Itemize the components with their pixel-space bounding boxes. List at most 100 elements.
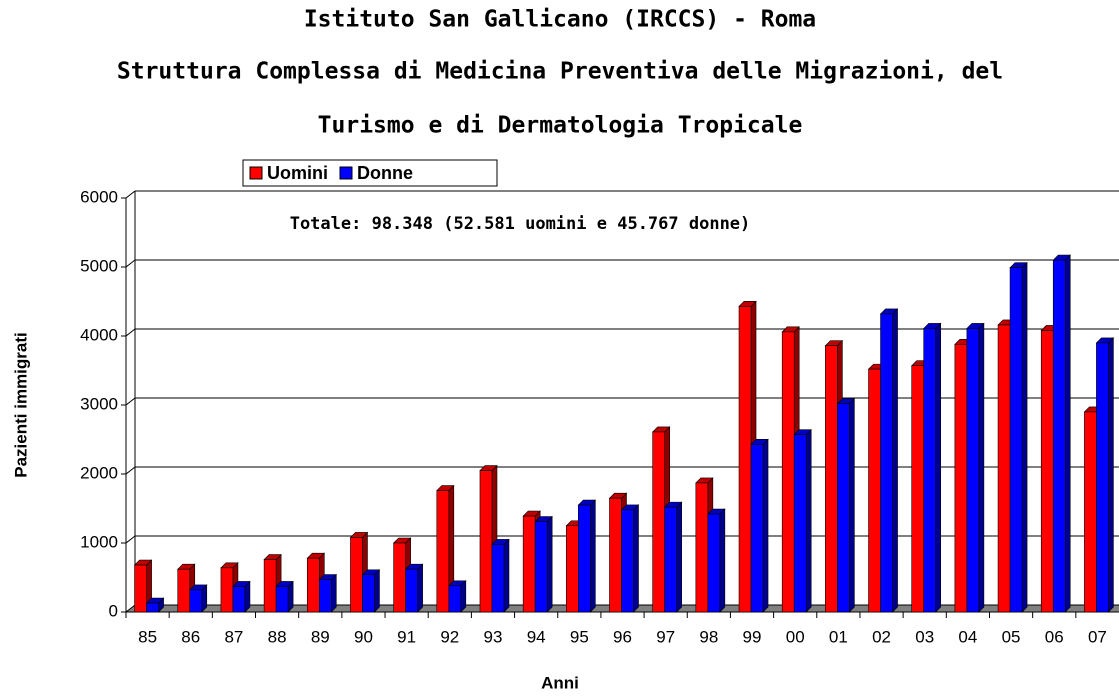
- bar-side-shade: [244, 581, 250, 612]
- bar: [146, 602, 159, 613]
- bar-top-shade: [739, 301, 757, 307]
- bar: [491, 544, 505, 613]
- y-tick-label: 6000: [80, 187, 118, 206]
- bar: [825, 345, 838, 613]
- bar-side-shade: [288, 581, 294, 612]
- bar-top-shade: [146, 598, 164, 604]
- x-tick-label: 03: [915, 627, 934, 646]
- x-tick-label: 00: [786, 627, 805, 646]
- bar: [1009, 267, 1023, 613]
- x-axis-title: Anni: [541, 673, 579, 692]
- bar-top-shade: [535, 516, 553, 522]
- bar-side-shade: [719, 509, 725, 612]
- legend: [242, 159, 498, 187]
- bar-side-shade: [460, 580, 466, 612]
- bar: [750, 444, 764, 613]
- x-tick-label: 85: [138, 627, 157, 646]
- bar-top-shade: [621, 504, 639, 510]
- bar-top-shade: [707, 509, 725, 515]
- x-tick-label: 93: [484, 627, 503, 646]
- bar: [448, 585, 462, 613]
- grid-diagonal: [125, 466, 136, 475]
- bar: [966, 328, 980, 613]
- bar: [275, 586, 289, 613]
- bar-top-shade: [782, 326, 800, 332]
- legend-label: Uomini: [267, 163, 328, 183]
- x-tick-label: 01: [829, 627, 848, 646]
- bar-side-shade: [503, 539, 509, 612]
- bar: [923, 328, 937, 613]
- bar-top-shade: [923, 323, 941, 329]
- bar-top-shade: [405, 564, 423, 570]
- bar-top-shade: [307, 553, 325, 559]
- bar-side-shade: [1065, 255, 1071, 612]
- bar: [177, 568, 191, 613]
- grid-diagonal: [125, 259, 136, 268]
- bar-top-shade: [319, 574, 337, 580]
- bar-side-shade: [633, 504, 639, 612]
- bar-top-shade: [751, 439, 769, 445]
- bar: [868, 368, 881, 613]
- x-tick-label: 86: [181, 627, 200, 646]
- x-tick-label: 02: [872, 627, 891, 646]
- y-tick-label: 4000: [80, 325, 118, 344]
- bar: [997, 324, 1011, 613]
- bar-top-shade: [232, 581, 250, 587]
- legend-label: Donne: [357, 163, 413, 183]
- bar-top-shade: [134, 560, 152, 566]
- bar-top-shade: [189, 584, 207, 590]
- y-axis-title: Pazienti immigrati: [11, 332, 30, 477]
- x-tick-label: 99: [743, 627, 762, 646]
- bar-top-shade: [1010, 262, 1028, 268]
- bar-side-shade: [547, 516, 553, 612]
- bar-top-shade: [491, 539, 509, 545]
- y-tick-label: 3000: [80, 394, 118, 413]
- bar: [436, 490, 450, 613]
- x-tick-label: 91: [397, 627, 416, 646]
- bar: [1096, 342, 1109, 613]
- x-tick-label: 07: [1088, 627, 1107, 646]
- bar: [189, 589, 203, 613]
- bar: [232, 586, 246, 613]
- bar-side-shade: [1108, 337, 1114, 612]
- bar-side-shade: [978, 323, 984, 612]
- bar: [781, 331, 795, 613]
- bar: [621, 509, 634, 613]
- bar: [362, 574, 375, 613]
- chart-subtitle: Turismo e di Dermatologia Tropicale: [318, 113, 803, 139]
- bar: [1084, 411, 1097, 613]
- bar-top-shade: [794, 429, 812, 435]
- chart-subtitle: Struttura Complessa di Medicina Preventi…: [117, 59, 1003, 85]
- bar-top-shade: [966, 323, 984, 329]
- x-tick-label: 88: [268, 627, 287, 646]
- bar: [393, 542, 406, 613]
- bar-top-shade: [609, 493, 627, 499]
- bar-side-shade: [201, 584, 207, 612]
- bar: [578, 504, 591, 613]
- bar-top-shade: [652, 426, 670, 432]
- bar-top-shade: [264, 554, 282, 560]
- y-tick-label: 1000: [80, 532, 118, 551]
- legend-swatch: [249, 166, 263, 180]
- bar: [479, 470, 493, 613]
- x-tick-label: 05: [1002, 627, 1021, 646]
- bar: [911, 365, 925, 613]
- legend-swatch: [339, 166, 353, 180]
- bar: [566, 525, 579, 613]
- bar-top-shade: [1096, 337, 1114, 343]
- x-tick-label: 92: [440, 627, 459, 646]
- bar: [350, 537, 363, 613]
- bar: [738, 306, 752, 613]
- bar: [522, 515, 536, 613]
- bar-top-shade: [393, 538, 411, 543]
- bar: [695, 482, 709, 613]
- bar-side-shade: [1022, 262, 1028, 612]
- grid-diagonal: [125, 397, 136, 406]
- x-tick-label: 90: [354, 627, 373, 646]
- bar: [534, 521, 548, 613]
- bar-top-shade: [664, 502, 682, 508]
- bar-top-shade: [177, 564, 195, 570]
- bar-top-shade: [523, 511, 541, 517]
- x-tick-label: 89: [311, 627, 330, 646]
